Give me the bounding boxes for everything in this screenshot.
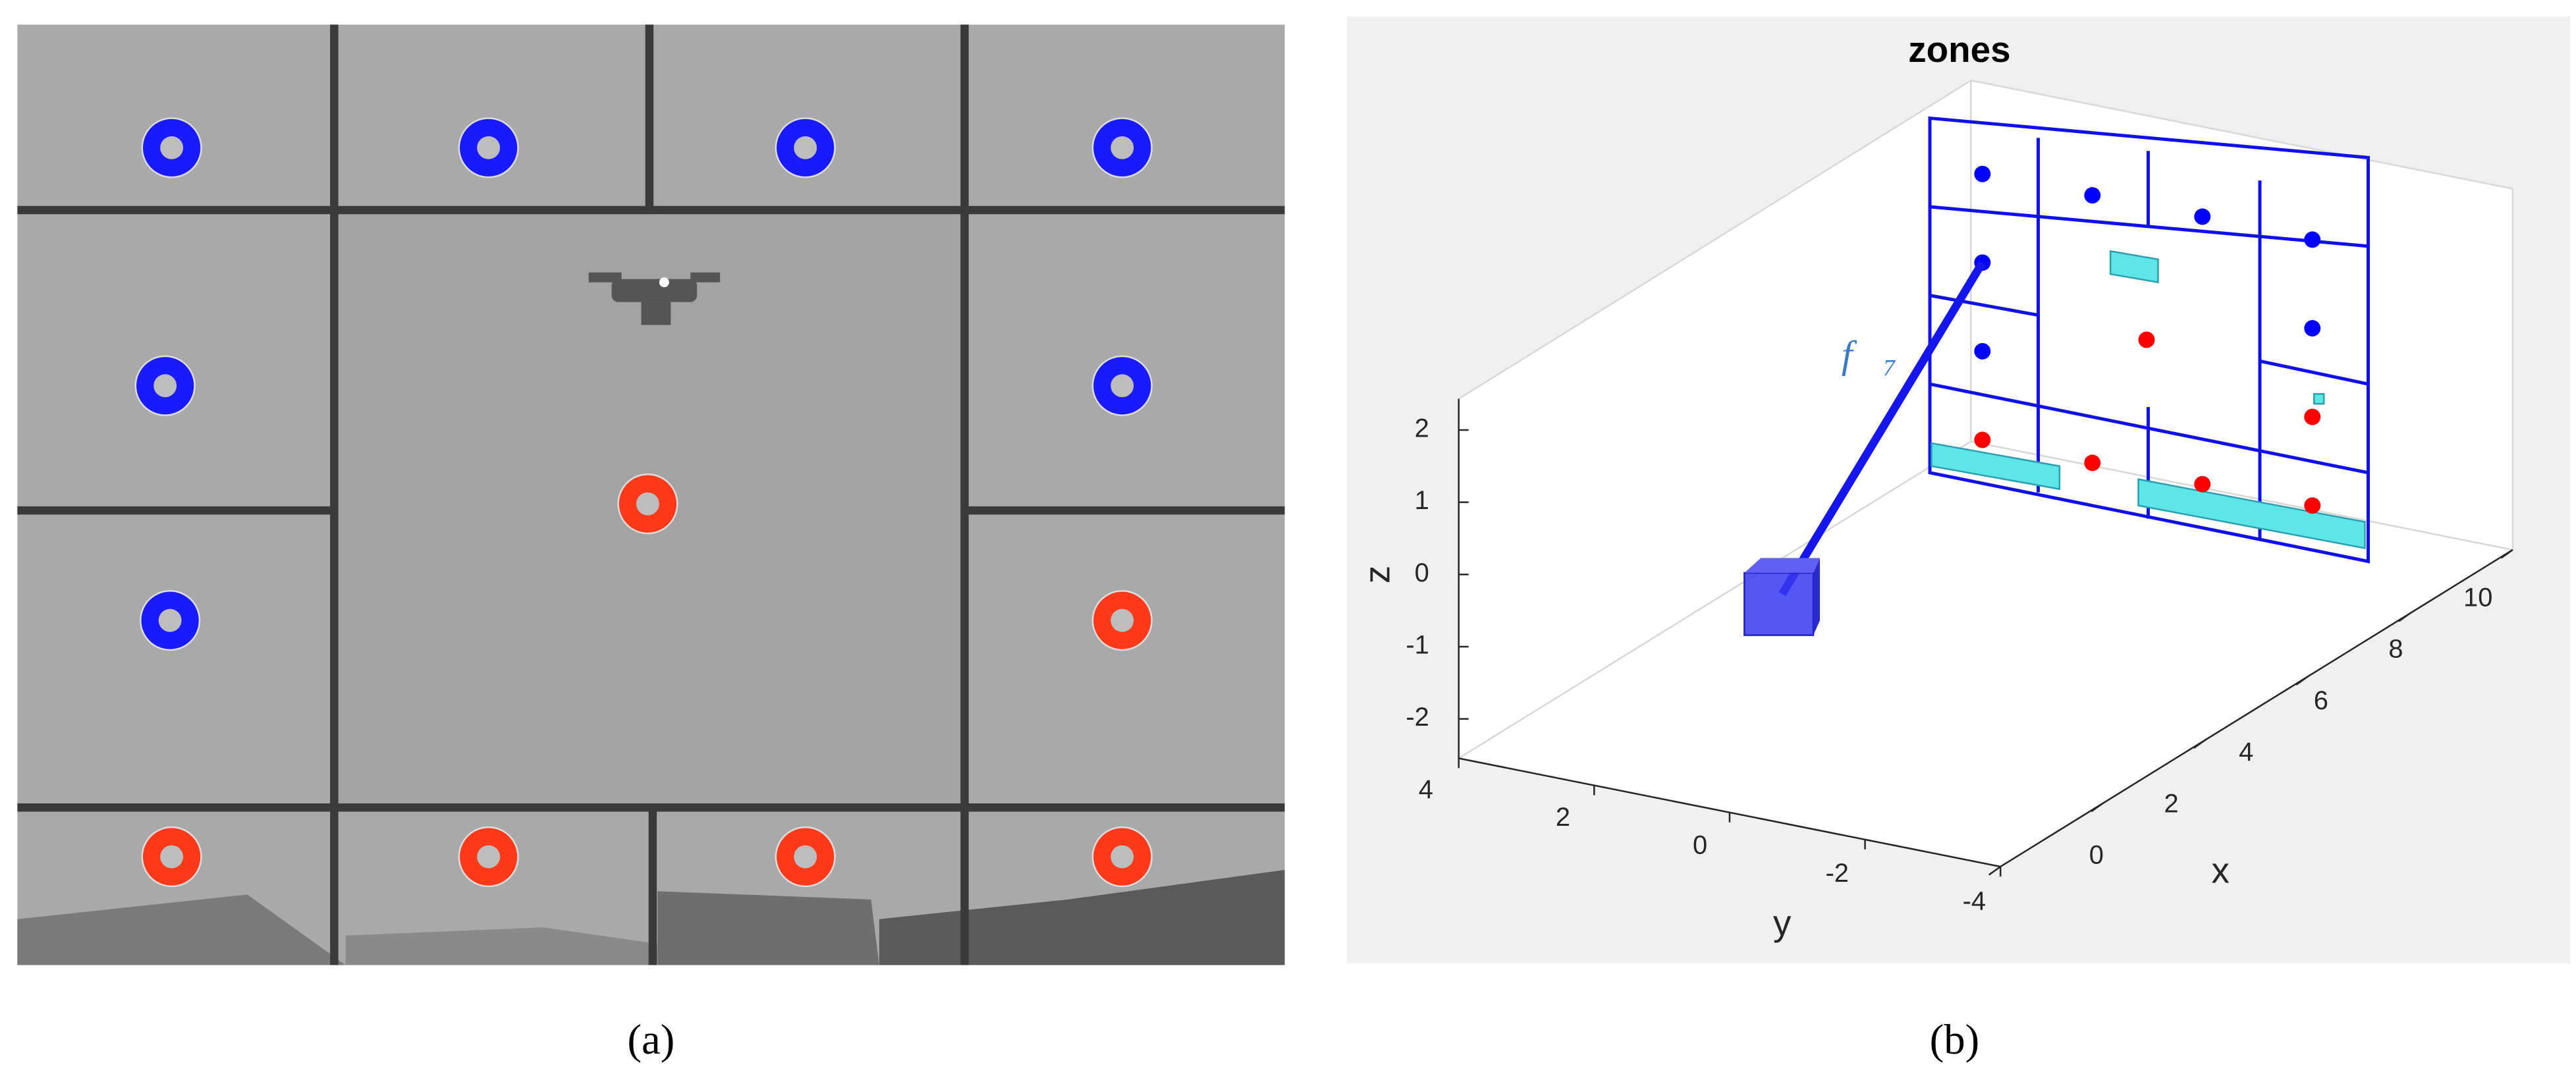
caption: (a): [627, 1016, 674, 1064]
targets: [134, 117, 1153, 888]
target-center: [1110, 845, 1134, 869]
zone-center: [2084, 454, 2101, 472]
target-center: [477, 845, 501, 869]
target-center: [160, 136, 184, 159]
light: [659, 277, 669, 288]
obstacles: [1931, 250, 2366, 549]
target-center: [158, 608, 182, 632]
tick-mark: [2500, 549, 2513, 559]
terrain: [879, 869, 1285, 965]
y-axis-label: y: [1773, 902, 1792, 943]
drone-cube: [1743, 558, 1821, 636]
tick-mark: [1988, 865, 2001, 876]
x-tick-label: 10: [2463, 583, 2492, 612]
drone: [588, 272, 721, 325]
x-axis-label: x: [2211, 850, 2229, 890]
obstacle: [1931, 442, 2061, 491]
rotor: [588, 272, 622, 283]
y-tick-label: 0: [1693, 831, 1707, 860]
target-center: [153, 374, 177, 398]
x-tick-label: 0: [2089, 841, 2104, 870]
cube-top: [1744, 558, 1821, 573]
target-center: [794, 136, 817, 159]
y-tick-label: 2: [1556, 803, 1570, 832]
annotation: f⃗₇: [1842, 333, 1897, 376]
rotor: [690, 272, 721, 283]
zone-center: [1974, 431, 1991, 448]
frame-line: [2259, 359, 2369, 386]
target-center: [477, 136, 501, 159]
tick-mark: [2091, 802, 2104, 813]
obstacle: [2109, 250, 2159, 284]
obstacle: [2313, 392, 2325, 405]
zone-frame: [1928, 116, 2370, 564]
z-tick-label: 0: [1415, 558, 1429, 587]
zone-center: [2304, 497, 2321, 514]
z-tick-label: 1: [1415, 486, 1429, 515]
terrain: [345, 927, 658, 965]
x-tick-label: 6: [2314, 686, 2328, 715]
photo-panel: [17, 24, 1285, 965]
zone-center: [2138, 331, 2155, 348]
y-tick-label: -2: [1825, 859, 1848, 888]
tick-mark: [2193, 739, 2206, 749]
cube-side: [1813, 558, 1821, 635]
drone-leg: [641, 302, 671, 325]
frame-line: [1929, 294, 2039, 317]
zone-centers: [1974, 165, 2321, 514]
tick-mark: [2398, 612, 2411, 622]
grid-lines: [17, 24, 1285, 965]
y-tick-label: -4: [1963, 886, 1986, 915]
x-tick-label: 8: [2388, 635, 2403, 664]
zone-center: [2084, 187, 2101, 204]
zone-center: [1974, 165, 1991, 182]
tick-mark: [2295, 676, 2309, 686]
z-axis-label: z: [1357, 566, 1398, 583]
z-tick-label: -2: [1406, 703, 1429, 732]
target-center: [1110, 374, 1134, 398]
x-axis-line: [2000, 549, 2513, 868]
zone-center: [2304, 408, 2321, 425]
zone-center: [2194, 208, 2211, 225]
target-center: [794, 845, 817, 869]
y-tick-label: 4: [1419, 775, 1433, 804]
zone-center: [1974, 342, 1991, 360]
x-tick-label: 4: [2239, 738, 2253, 767]
obstacle: [2137, 478, 2366, 549]
target-center: [160, 845, 184, 869]
zone-center: [2194, 475, 2211, 493]
terrain: [657, 891, 879, 965]
z-tick-label: -1: [1406, 631, 1429, 660]
target-center: [1110, 608, 1134, 632]
zone-center: [2304, 231, 2321, 248]
x-tick-label: 2: [2164, 789, 2178, 818]
force-vector: [1778, 260, 1987, 597]
z-tick-label: 2: [1415, 414, 1429, 443]
zone-center: [2304, 320, 2321, 337]
drone-body: [611, 279, 698, 302]
target-center: [636, 492, 659, 516]
cube-front: [1743, 572, 1815, 636]
caption: (b): [1930, 1016, 1980, 1064]
axes-box: [1456, 78, 2515, 868]
terrain: [17, 894, 346, 965]
plot-title: zones: [1908, 29, 2010, 70]
target-center: [1110, 136, 1134, 159]
